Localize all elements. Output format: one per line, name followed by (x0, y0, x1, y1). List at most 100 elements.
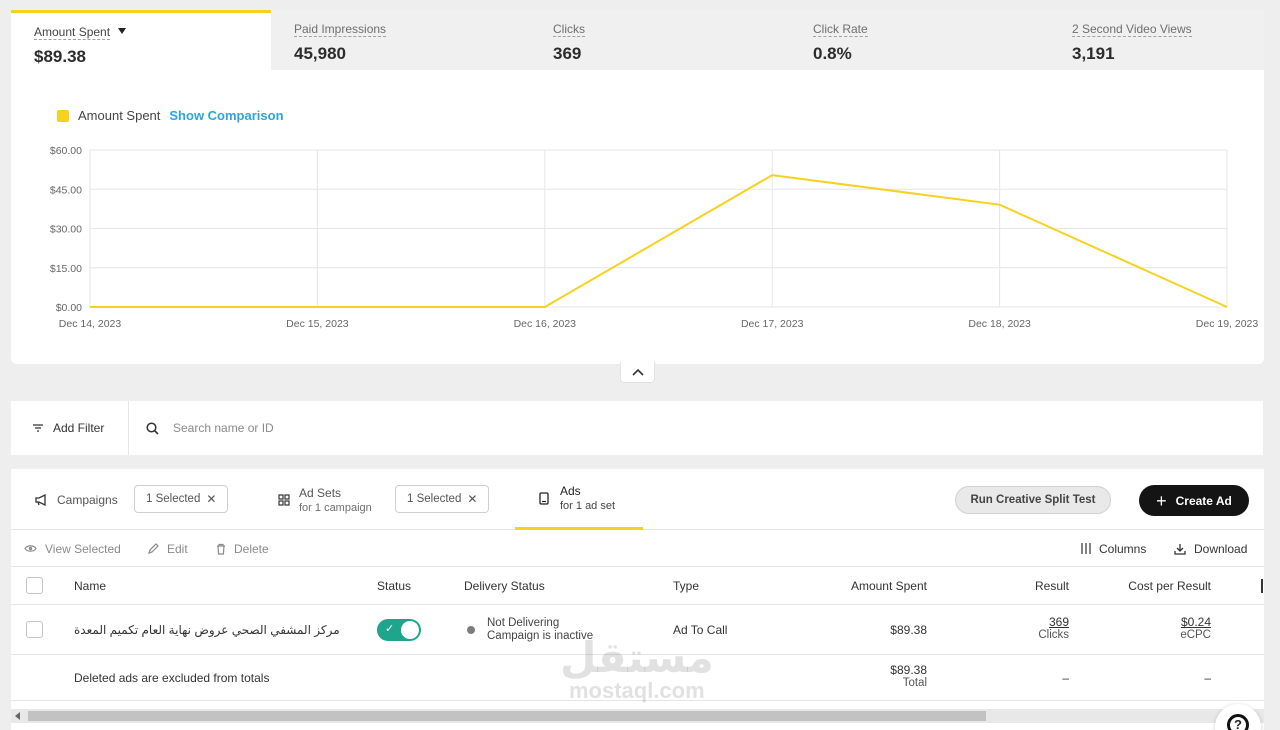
metric-label: Amount Spent (34, 25, 111, 40)
metric-tab-amount-spent[interactable]: Amount Spent $89.38 (11, 10, 271, 70)
delivery-line2: Campaign is inactive (487, 630, 594, 642)
tab-ad-sets[interactable]: Ad Sets for 1 campaign (278, 469, 372, 530)
adsets-selected-chip[interactable]: 1 Selected ✕ (395, 485, 490, 513)
x-tick-label: Dec 15, 2023 (286, 318, 349, 330)
help-icon: ? (1227, 714, 1249, 730)
toggle-knob (401, 621, 419, 639)
columns-label: Columns (1099, 541, 1147, 556)
col-amount-spent[interactable]: Amount Spent (850, 579, 927, 593)
metric-label: Clicks (553, 22, 585, 37)
legend-series-name: Amount Spent (78, 108, 161, 123)
horizontal-scrollbar[interactable] (11, 709, 1264, 723)
chip-label: 1 Selected (407, 493, 462, 505)
trash-icon (217, 543, 225, 555)
add-filter-button[interactable]: Add Filter (11, 401, 129, 455)
create-ad-button[interactable]: + Create Ad (1139, 485, 1249, 516)
select-all-checkbox[interactable] (26, 577, 43, 594)
tab-sublabel: for 1 campaign (299, 501, 372, 514)
check-icon: ✓ (385, 623, 395, 635)
cpr-cell: $0.24 eCPC (1101, 616, 1211, 642)
download-label: Download (1194, 541, 1248, 556)
tab-sublabel: for 1 ad set (560, 500, 616, 512)
metric-tab-clicks[interactable]: Clicks 369 (530, 10, 790, 70)
show-comparison-link[interactable]: Show Comparison (169, 108, 284, 123)
cpr-unit: eCPC (1180, 629, 1211, 641)
x-tick-label: Dec 19, 2023 (1196, 318, 1259, 330)
plus-icon: + (1156, 490, 1167, 511)
cpr-value[interactable]: $0.24 (1180, 615, 1211, 629)
eye-icon (24, 545, 37, 552)
collapse-chart-button[interactable] (620, 362, 655, 383)
ads-table-card: Campaigns 1 Selected ✕ Ad Sets for 1 camp… (11, 469, 1264, 730)
col-name[interactable]: Name (74, 579, 107, 593)
result-cell: 369 Clicks (971, 616, 1069, 642)
view-selected-label: View Selected (45, 541, 121, 556)
metric-label: Click Rate (813, 22, 868, 37)
col-cost-per-result[interactable]: Cost per Result (1128, 579, 1211, 593)
download-button[interactable]: Download (1174, 530, 1247, 567)
view-selected-button[interactable]: View Selected (24, 530, 121, 567)
legend-swatch (57, 109, 69, 122)
result-value[interactable]: 369 (1048, 615, 1069, 629)
tab-label: Ad Sets (299, 485, 342, 500)
tab-ads[interactable]: Ads for 1 ad set (515, 469, 643, 530)
filter-icon (33, 424, 43, 432)
totals-amount-cell: $89.38 Total (811, 664, 927, 690)
ad-type: Ad To Call (673, 623, 728, 637)
col-result[interactable]: Result (1034, 579, 1069, 593)
amount-spent: $89.38 (890, 623, 927, 637)
y-tick-label: $30.00 (50, 224, 82, 236)
totals-amount-label: Total (902, 677, 927, 689)
status-toggle-wrap: ✓ (377, 619, 421, 641)
close-icon[interactable]: ✕ (206, 492, 217, 506)
chart-card: Amount Spent Show Comparison $0.00 $15.00… (11, 70, 1264, 364)
y-tick-label: $0.00 (56, 302, 82, 314)
metric-tab-paid-impressions[interactable]: Paid Impressions 45,980 (271, 10, 531, 70)
metric-value: 3,191 (1072, 44, 1115, 63)
metric-label: Paid Impressions (294, 22, 387, 37)
pencil-icon (148, 543, 159, 554)
status-toggle[interactable]: ✓ (377, 619, 421, 641)
result-unit: Clicks (1038, 629, 1069, 641)
col-delivery-status[interactable]: Delivery Status (464, 579, 545, 593)
totals-note: Deleted ads are excluded from totals (74, 671, 270, 685)
delivery-status: Not Delivering Campaign is inactive (467, 605, 593, 655)
search-icon (146, 421, 159, 435)
tab-label: Campaigns (57, 492, 118, 507)
totals-row: Deleted ads are excluded from totals $89… (11, 655, 1264, 701)
x-tick-label: Dec 17, 2023 (741, 318, 804, 330)
metric-tab-video-views[interactable]: 2 Second Video Views 3,191 (1049, 10, 1264, 70)
scrollbar-thumb[interactable] (28, 711, 986, 721)
caret-down-icon[interactable] (118, 28, 127, 34)
column-resize-handle[interactable] (1261, 579, 1263, 593)
close-icon[interactable]: ✕ (467, 492, 478, 506)
metric-value: 369 (553, 44, 582, 63)
metric-value: 45,980 (294, 44, 346, 63)
columns-button[interactable]: Columns (1081, 530, 1146, 567)
scroll-left-icon[interactable] (15, 712, 20, 720)
x-tick-label: Dec 18, 2023 (968, 318, 1031, 330)
x-tick-label: Dec 14, 2023 (59, 318, 122, 330)
x-tick-label: Dec 16, 2023 (514, 318, 577, 330)
run-creative-split-test-button[interactable]: Run Creative Split Test (955, 486, 1111, 514)
table-header: Name Status Delivery Status Type Amount … (11, 567, 1264, 605)
campaigns-selected-chip[interactable]: 1 Selected ✕ (134, 485, 229, 513)
edit-button[interactable]: Edit (148, 530, 188, 567)
delete-button[interactable]: Delete (216, 530, 269, 567)
level-tabs: Campaigns 1 Selected ✕ Ad Sets for 1 camp… (11, 469, 1264, 530)
metric-label: 2 Second Video Views (1072, 22, 1192, 37)
tab-campaigns[interactable]: Campaigns (35, 469, 118, 530)
tab-label: Ads (560, 484, 581, 498)
col-status[interactable]: Status (377, 579, 412, 593)
metrics-bar: Amount Spent $89.38 Paid Impressions 45,… (11, 10, 1264, 70)
col-type[interactable]: Type (673, 579, 700, 593)
megaphone-icon (35, 493, 46, 506)
chip-label: 1 Selected (146, 493, 201, 505)
row-checkbox[interactable] (26, 621, 43, 638)
search-input[interactable] (173, 421, 573, 435)
edit-label: Edit (167, 541, 188, 556)
metric-tab-click-rate[interactable]: Click Rate 0.8% (790, 10, 1050, 70)
table-row[interactable]: مركز المشفي الصحي عروض نهاية العام تكميم… (11, 605, 1264, 655)
totals-result: – (1062, 671, 1069, 685)
ad-name[interactable]: مركز المشفي الصحي عروض نهاية العام تكميم… (74, 623, 340, 637)
